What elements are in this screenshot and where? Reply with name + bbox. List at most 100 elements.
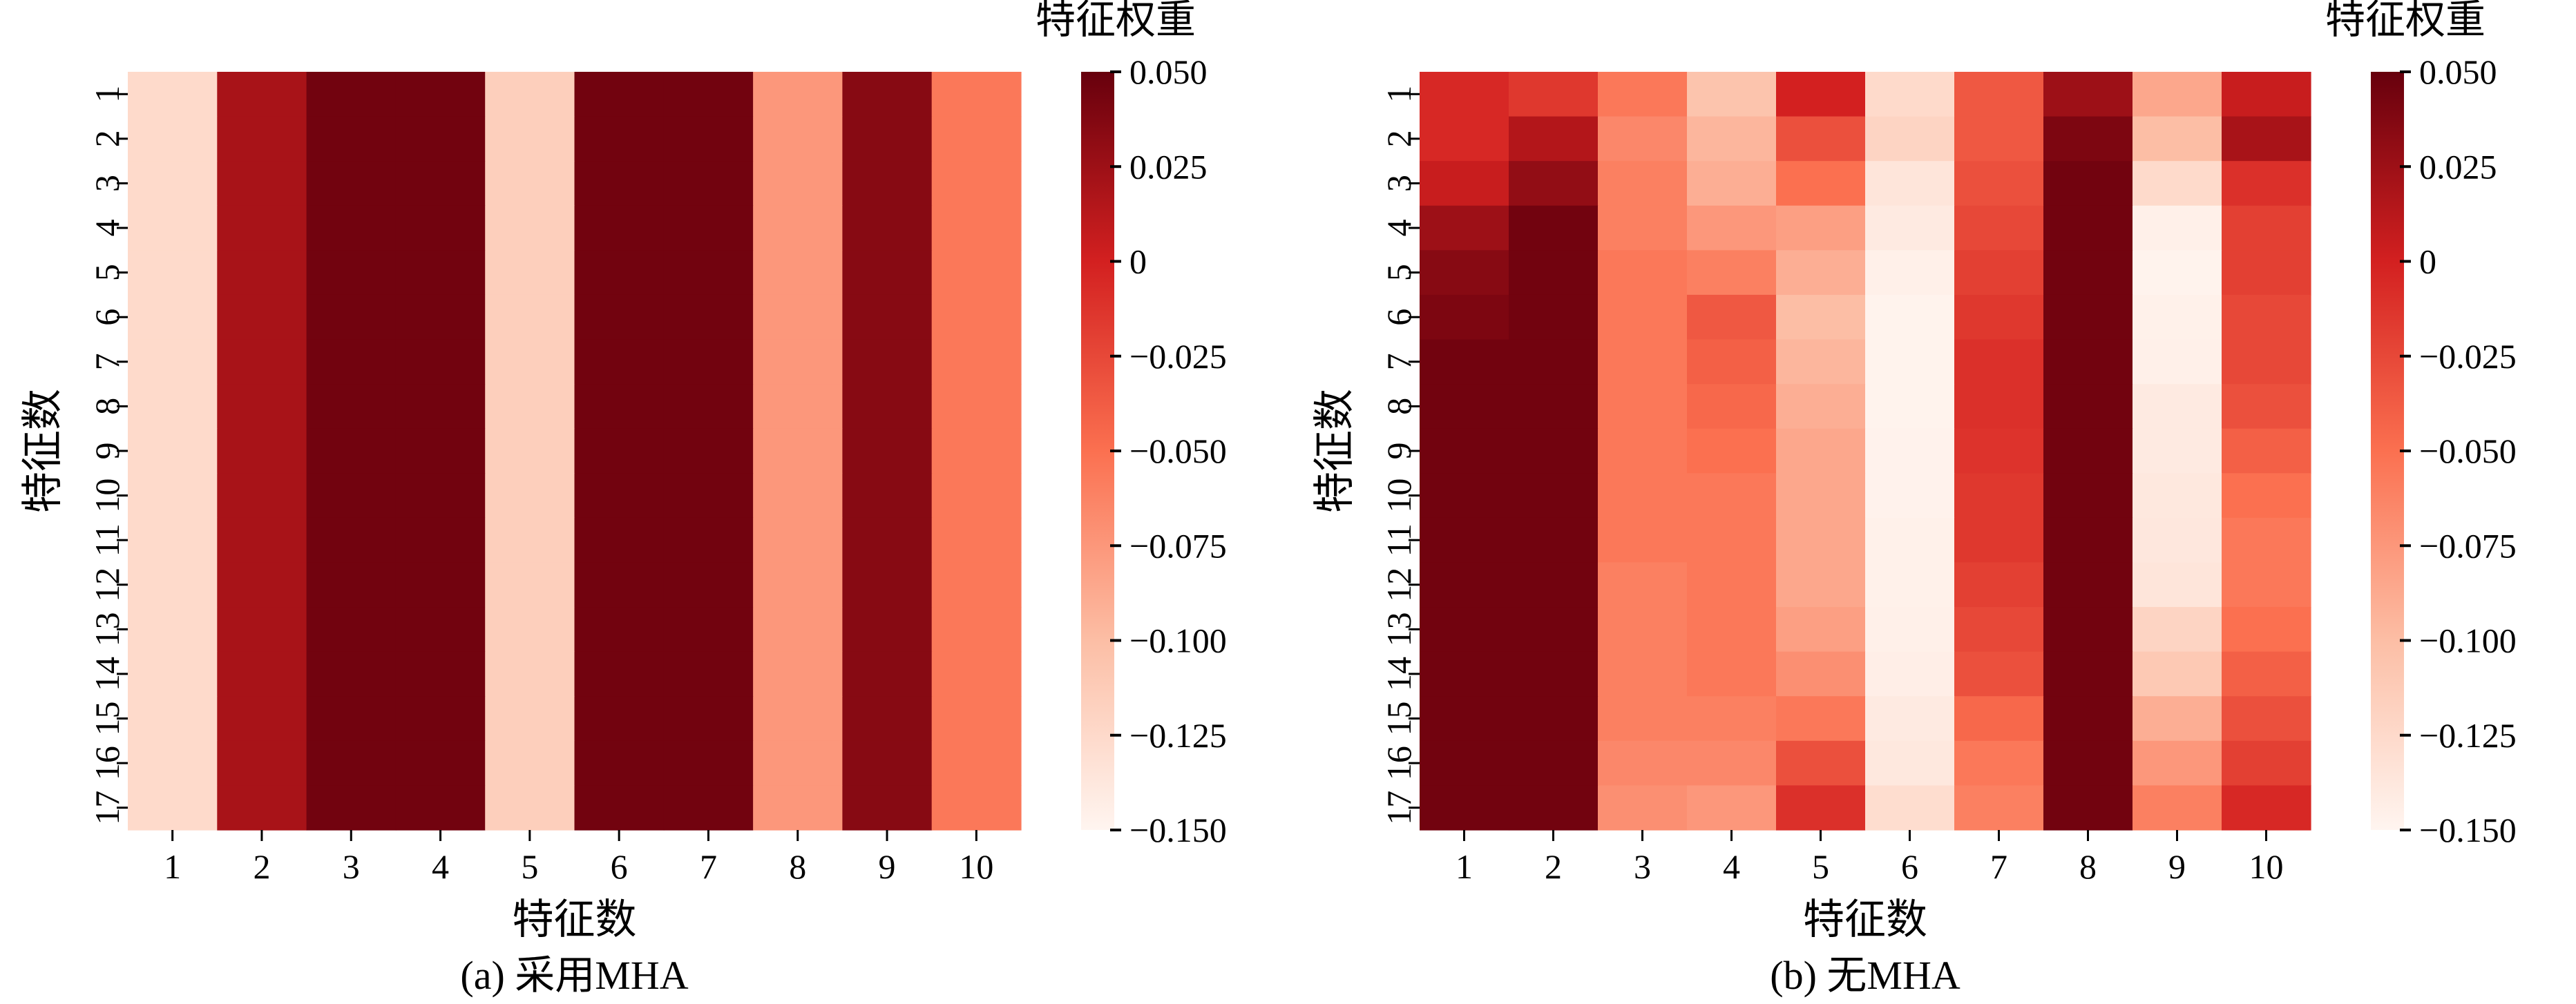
heatmap-cell <box>1509 384 1599 429</box>
x-tick-label: 7 <box>700 847 717 886</box>
heatmap-cell <box>217 339 307 385</box>
x-axis-title: 特征数 <box>513 897 637 943</box>
y-tick-label: 11 <box>1380 523 1418 557</box>
y-tick-label: 2 <box>1380 130 1418 147</box>
heatmap-cell <box>931 740 1022 786</box>
heatmap-cell <box>753 517 843 563</box>
colorbar-tick-label: −0.100 <box>1129 621 1227 660</box>
heatmap-cell <box>2222 161 2311 206</box>
heatmap-cell <box>2133 72 2222 117</box>
heatmap-cell <box>217 696 307 742</box>
heatmap-cell <box>1865 205 1955 251</box>
heatmap-cell <box>395 205 486 251</box>
heatmap-cell <box>1776 161 1866 206</box>
heatmap-cell <box>663 339 754 385</box>
heatmap-cell <box>1420 116 1509 162</box>
heatmap-cell <box>1420 294 1509 340</box>
y-tick-label: 17 <box>88 791 126 825</box>
heatmap-cell <box>1687 785 1777 831</box>
heatmap-cell <box>842 562 933 608</box>
heatmap-cell <box>842 72 933 117</box>
heatmap-cell <box>1687 205 1777 251</box>
heatmap-cell <box>1776 696 1866 742</box>
heatmap-cell <box>1776 740 1866 786</box>
heatmap-cell <box>1687 607 1777 653</box>
heatmap-cell <box>2222 607 2311 653</box>
heatmap-cell <box>1954 607 2044 653</box>
heatmap-cell <box>663 116 754 162</box>
y-tick-label: 17 <box>1380 791 1418 825</box>
heatmap-cell <box>395 116 486 162</box>
heatmap-cell <box>1598 740 1688 786</box>
heatmap-cell <box>753 294 843 340</box>
heatmap-cell <box>1509 205 1599 251</box>
heatmap-cell <box>931 696 1022 742</box>
heatmap-cell <box>2133 607 2222 653</box>
heatmap-cell <box>128 384 218 429</box>
y-tick-label: 16 <box>88 746 126 780</box>
heatmap-cell <box>2133 740 2222 786</box>
heatmap-cell <box>217 116 307 162</box>
heatmap-cell <box>1598 428 1688 474</box>
heatmap-cell <box>1509 116 1599 162</box>
y-tick-label: 7 <box>88 353 126 370</box>
heatmap-cell <box>1954 72 2044 117</box>
heatmap-cell <box>2043 294 2133 340</box>
heatmap-cell <box>1420 651 1509 697</box>
heatmap-cell <box>1687 384 1777 429</box>
heatmap-cell <box>663 250 754 296</box>
heatmap-cell <box>1687 339 1777 385</box>
heatmap-cell <box>2043 116 2133 162</box>
heatmap-cell <box>128 72 218 117</box>
heatmap-cell <box>306 607 397 653</box>
heatmap-cell <box>306 72 397 117</box>
heatmap-cell <box>395 473 486 519</box>
heatmap-cell <box>1954 651 2044 697</box>
x-tick-label: 8 <box>2079 847 2097 886</box>
heatmap-cell <box>1865 116 1955 162</box>
heatmap-cell <box>574 785 665 831</box>
y-tick-label: 8 <box>1380 398 1418 415</box>
heatmap-cell <box>1954 740 2044 786</box>
heatmap-cell <box>1687 428 1777 474</box>
heatmap-panel-b: 1 2 3 4 5 6 7 8 9 101234567891011121314151617特征数特… <box>1312 0 2517 998</box>
x-tick-label: 8 <box>789 847 806 886</box>
heatmap-cell <box>1509 651 1599 697</box>
x-tick-label: 5 <box>1812 847 1829 886</box>
heatmap-cells <box>1420 72 2311 831</box>
heatmap-cell <box>1776 607 1866 653</box>
heatmap-cell <box>1776 651 1866 697</box>
heatmap-cell <box>128 651 218 697</box>
colorbar-title: 特征权重 <box>2325 0 2486 42</box>
heatmap-cell <box>663 294 754 340</box>
heatmap-cell <box>217 384 307 429</box>
heatmap-cell <box>217 785 307 831</box>
colorbar-tick-label: −0.100 <box>2419 621 2517 660</box>
heatmap-cell <box>574 562 665 608</box>
heatmap-cell <box>931 517 1022 563</box>
heatmap-cell <box>2043 740 2133 786</box>
heatmap-cell <box>306 250 397 296</box>
heatmap-cell <box>1509 428 1599 474</box>
heatmap-cell <box>395 607 486 653</box>
heatmap-cell <box>931 116 1022 162</box>
heatmap-cell <box>485 116 575 162</box>
heatmap-cell <box>663 161 754 206</box>
heatmap-cell <box>1865 607 1955 653</box>
heatmap-cell <box>931 384 1022 429</box>
heatmap-cell <box>663 562 754 608</box>
heatmap-cell <box>1865 250 1955 296</box>
heatmap-cell <box>1865 161 1955 206</box>
y-tick-label: 5 <box>1380 264 1418 281</box>
heatmap-cell <box>1420 428 1509 474</box>
colorbar-tick-label: 0.050 <box>1129 52 1208 91</box>
heatmap-cell <box>1509 517 1599 563</box>
heatmap-cell <box>2043 473 2133 519</box>
heatmap-cell <box>2222 517 2311 563</box>
heatmap-cell <box>217 517 307 563</box>
colorbar-tick-label: −0.075 <box>2419 526 2517 565</box>
heatmap-cell <box>753 562 843 608</box>
x-axis-title: 特征数 <box>1803 897 1927 943</box>
heatmap-cell <box>842 517 933 563</box>
heatmap-cell <box>217 473 307 519</box>
